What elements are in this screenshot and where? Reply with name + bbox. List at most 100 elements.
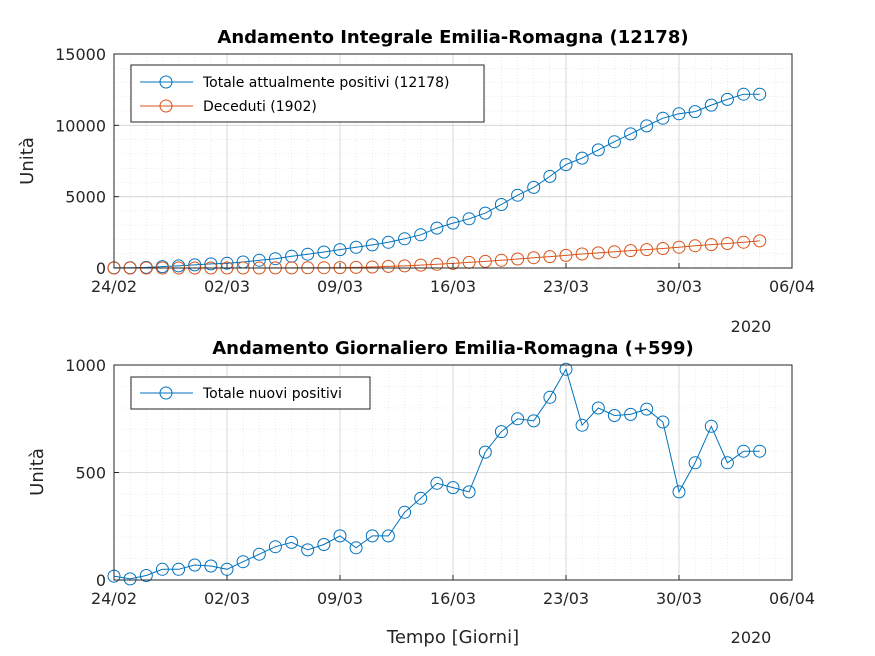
- x-tick-label: 02/03: [204, 277, 250, 296]
- data-point: [365, 529, 379, 543]
- data-point: [656, 242, 670, 255]
- data-point: [349, 240, 363, 254]
- data-point: [349, 260, 363, 274]
- data-point: [301, 543, 315, 557]
- x-tick-label: 23/03: [543, 277, 589, 296]
- data-point: [446, 256, 460, 270]
- legend-box: [130, 64, 485, 123]
- y-tick-label: 0: [96, 571, 106, 590]
- data-point: [462, 485, 476, 499]
- data-point: [478, 254, 492, 268]
- data-point: [527, 180, 541, 194]
- data-point: [268, 252, 282, 266]
- data-point: [607, 409, 621, 422]
- data-point: [672, 485, 686, 499]
- data-point: [511, 188, 525, 202]
- x-tick-label: 02/03: [204, 589, 250, 608]
- y-tick-label: 5000: [65, 188, 106, 207]
- data-point: [624, 407, 638, 421]
- markers: [107, 87, 767, 275]
- data-point: [704, 98, 718, 112]
- data-point: [527, 414, 541, 428]
- data-point: [575, 418, 589, 432]
- chart-giornaliero: 24/02 02/03 09/03 16/03 23/03 30/03 06/04 0 500…: [27, 338, 815, 648]
- data-point: [737, 235, 751, 249]
- x-tick-label: 06/04: [769, 589, 815, 608]
- legend-label-positivi: Totale attualmente positivi (12178): [202, 75, 449, 91]
- data-point: [430, 221, 444, 235]
- data-point: [591, 401, 605, 415]
- year-label: 2020: [731, 628, 772, 647]
- x-tick-labels: 24/02 02/03 09/03 16/03 23/03 30/03 06/04: [91, 575, 815, 608]
- data-point: [559, 158, 573, 172]
- y-axis-label: Unità: [27, 448, 48, 496]
- data-point: [753, 444, 767, 458]
- x-tick-label: 23/03: [543, 589, 589, 608]
- markers: [107, 362, 767, 586]
- data-point: [559, 362, 573, 376]
- data-point: [737, 444, 751, 458]
- data-point: [414, 491, 428, 505]
- data-point: [236, 555, 250, 569]
- data-point: [575, 247, 589, 261]
- data-point: [446, 216, 460, 230]
- data-point: [139, 569, 153, 582]
- y-axis-label: Unità: [17, 137, 38, 185]
- data-point: [333, 243, 347, 257]
- data-point: [155, 562, 169, 576]
- data-point: [398, 232, 412, 246]
- x-tick-label: 24/02: [91, 589, 137, 608]
- data-point: [543, 250, 557, 264]
- data-point: [220, 256, 234, 270]
- data-point: [188, 258, 202, 272]
- data-point: [720, 92, 734, 106]
- data-point: [414, 228, 428, 242]
- data-point: [672, 107, 686, 121]
- data-point: [720, 237, 734, 250]
- data-point: [252, 547, 266, 561]
- legend-marker-nuovi: [159, 386, 173, 400]
- legend-marker-positivi: [159, 75, 173, 89]
- x-tick-label: 16/03: [430, 589, 476, 608]
- data-point: [494, 425, 508, 439]
- data-point: [527, 251, 541, 265]
- legend-label-nuovi: Totale nuovi positivi: [202, 386, 342, 402]
- data-point: [607, 135, 621, 149]
- data-point: [430, 257, 444, 271]
- data-point: [494, 253, 508, 267]
- data-point: [688, 239, 702, 253]
- y-tick-label: 15000: [55, 45, 106, 64]
- y-tick-labels: 0 500 1000: [65, 356, 119, 590]
- data-point: [349, 541, 363, 555]
- y-tick-label: 10000: [55, 116, 106, 135]
- chart-integrale: 24/02 02/03 09/03 16/03 23/03 30/03 06/04 0 500…: [17, 27, 815, 336]
- data-point: [672, 240, 686, 254]
- data-point: [704, 238, 718, 252]
- data-point: [543, 169, 557, 183]
- series-lines: [113, 368, 760, 580]
- y-tick-label: 0: [96, 259, 106, 278]
- data-point: [543, 390, 557, 404]
- data-point: [285, 535, 299, 549]
- x-tick-label: 30/03: [656, 589, 702, 608]
- legend: Totale nuovi positivi: [130, 376, 371, 410]
- data-point: [753, 234, 767, 248]
- data-point: [656, 415, 670, 429]
- data-point: [430, 476, 444, 490]
- data-point: [624, 127, 638, 141]
- data-point: [640, 243, 654, 257]
- data-point: [688, 456, 702, 470]
- data-point: [365, 260, 379, 274]
- data-point: [607, 245, 621, 259]
- data-point: [414, 258, 428, 272]
- data-point: [317, 245, 331, 259]
- data-point: [398, 505, 412, 519]
- data-point: [511, 412, 525, 426]
- chart-title: Andamento Giornaliero Emilia-Romagna (+5…: [212, 338, 694, 359]
- legend-label-deceduti: Deceduti (1902): [203, 99, 317, 115]
- data-point: [462, 212, 476, 226]
- x-tick-labels: 24/02 02/03 09/03 16/03 23/03 30/03 06/04: [91, 263, 815, 296]
- y-tick-labels: 0 5000 10000 15000: [55, 45, 119, 278]
- x-tick-label: 09/03: [317, 277, 363, 296]
